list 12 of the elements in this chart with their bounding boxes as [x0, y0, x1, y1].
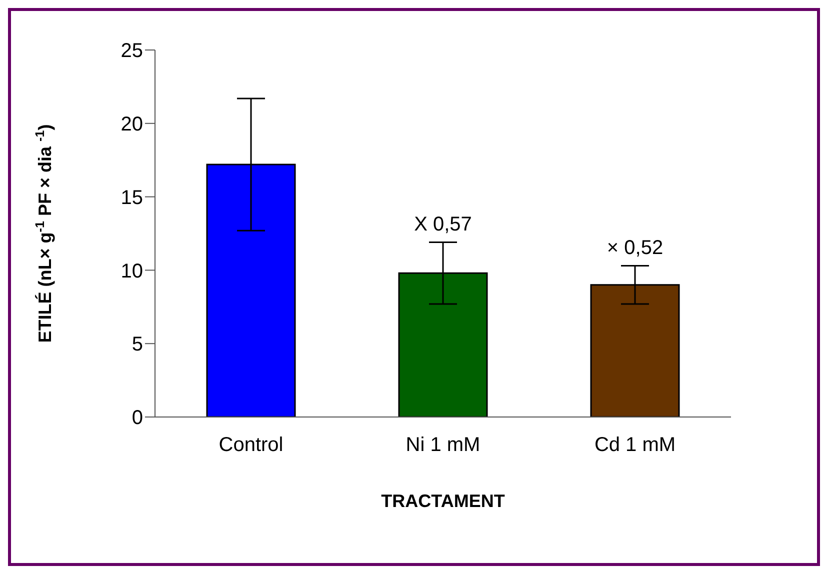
y-tick-label: 20 — [120, 114, 143, 136]
y-tick-label: 15 — [120, 186, 143, 209]
y-tick-label: 5 — [132, 334, 143, 356]
y-tick-label: 25 — [120, 40, 143, 62]
y-tick-label: 10 — [120, 260, 143, 282]
x-axis-title: TRACTAMENT — [381, 491, 505, 511]
annotation: × 0,52 — [606, 236, 664, 259]
x-tick-label: Ni 1 mM — [406, 434, 480, 456]
x-tick-label: Cd 1 mM — [594, 434, 676, 456]
annotation: X 0,57 — [414, 213, 472, 236]
x-tick-label: Control — [218, 434, 284, 456]
y-tick-label: 0 — [132, 407, 143, 430]
